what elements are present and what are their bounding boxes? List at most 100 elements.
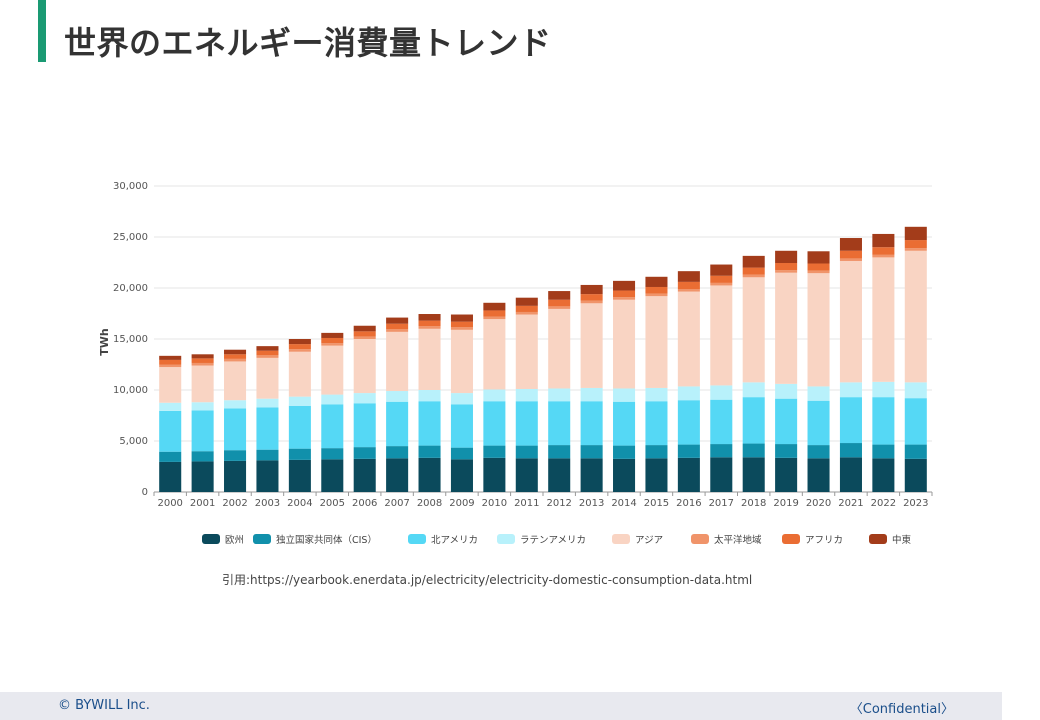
bar-segment <box>775 270 798 273</box>
bar-segment <box>450 459 473 492</box>
bar-segment <box>775 250 798 264</box>
bar-segment <box>807 263 830 271</box>
bar-segment <box>386 401 409 447</box>
x-tick-label: 2009 <box>449 498 474 509</box>
bar-segment <box>839 382 862 398</box>
bar-segment <box>677 444 700 458</box>
bar-segment <box>321 345 344 395</box>
bar-segment <box>904 458 927 492</box>
bar-segment <box>872 257 895 382</box>
bar-segment <box>515 388 538 402</box>
x-tick-label: 2010 <box>482 498 507 509</box>
bar-segment <box>775 444 798 458</box>
x-tick-label: 2014 <box>611 498 636 509</box>
bar-segment <box>256 355 279 358</box>
bar-segment <box>288 448 311 460</box>
y-tick-label: 0 <box>142 487 148 498</box>
bar-segment <box>418 328 441 390</box>
x-tick-label: 2011 <box>514 498 539 509</box>
legend-label: ラテンアメリカ <box>520 535 586 546</box>
bar-segment <box>191 451 214 462</box>
bar-segment <box>710 399 733 445</box>
bar-segment <box>191 362 214 366</box>
bar-segment <box>256 398 279 408</box>
bar-segment <box>645 293 668 297</box>
bar-segment <box>191 358 214 363</box>
bar-segment <box>353 393 376 404</box>
bar-segment <box>386 329 409 332</box>
bar-segment <box>710 285 733 386</box>
page-title: 世界のエネルギー消費量トレンド <box>64 24 552 62</box>
bar-segment <box>159 364 182 368</box>
bar-segment <box>613 280 636 291</box>
bar-segment <box>256 407 279 450</box>
bar-segment <box>645 296 668 388</box>
bar-segment <box>159 402 182 411</box>
x-tick-label: 2000 <box>157 498 182 509</box>
bar-segment <box>548 306 571 309</box>
bar-segment <box>580 445 603 459</box>
bar-segment <box>839 260 862 383</box>
bar-segment <box>418 320 441 327</box>
bar-segment <box>904 444 927 459</box>
legend-label: 北アメリカ <box>431 535 478 546</box>
bar-segment <box>418 390 441 402</box>
bar-segment <box>839 443 862 458</box>
x-tick-label: 2018 <box>741 498 766 509</box>
bar-segment <box>386 458 409 492</box>
y-tick-label: 5,000 <box>119 436 148 447</box>
bar-segment <box>613 445 636 459</box>
bar-segment <box>580 294 603 301</box>
bar-segment <box>353 325 376 332</box>
y-tick-labels: 0 5,000 10,000 15,000 20,000 25,000 30,000 <box>113 181 148 498</box>
bar-segment <box>872 381 895 398</box>
bar-segment <box>321 459 344 492</box>
bar-segment <box>872 254 895 258</box>
legend-swatch <box>691 534 709 544</box>
bar-segment <box>677 281 700 290</box>
bar-segment <box>839 238 862 251</box>
bar-segment <box>515 305 538 312</box>
bar-segment <box>256 357 279 399</box>
legend-swatch <box>869 534 887 544</box>
bar-segment <box>353 403 376 448</box>
bar-segment <box>645 401 668 446</box>
bar-segment <box>677 400 700 445</box>
bar-segment <box>580 458 603 492</box>
title-accent-bar <box>38 0 46 62</box>
bar-segment <box>450 327 473 330</box>
x-tick-label: 2007 <box>384 498 409 509</box>
bar-segment <box>645 276 668 287</box>
bar-segment <box>904 248 927 251</box>
bar-segment <box>191 461 214 492</box>
x-tick-label: 2003 <box>255 498 280 509</box>
bar-segment <box>386 391 409 402</box>
bar-segment <box>645 286 668 294</box>
grid-lines <box>154 185 932 493</box>
bar-segment <box>418 401 441 446</box>
bar-segment <box>904 240 927 249</box>
legend-swatch <box>782 534 800 544</box>
bar-segment <box>613 299 636 389</box>
bar-segment <box>645 445 668 459</box>
bar-segment <box>677 289 700 292</box>
bar-segment <box>159 410 182 452</box>
bar-segment <box>548 445 571 459</box>
bar-segment <box>904 226 927 241</box>
bar-segment <box>742 443 765 458</box>
bar-segment <box>775 263 798 271</box>
bar-segment <box>224 349 247 355</box>
bar-segment <box>613 388 636 402</box>
bar-segment <box>839 457 862 492</box>
bar-segment <box>548 458 571 492</box>
bar-segment <box>159 451 182 462</box>
bar-segment <box>386 323 409 330</box>
y-axis-label: TWh <box>100 328 111 355</box>
bar-segment <box>839 397 862 444</box>
bar-segment <box>224 450 247 461</box>
bar-segment <box>288 396 311 406</box>
bar-segment <box>288 351 311 397</box>
bar-segment <box>807 251 830 264</box>
bar-segment <box>839 258 862 261</box>
legend-item: 中東 <box>869 534 912 546</box>
